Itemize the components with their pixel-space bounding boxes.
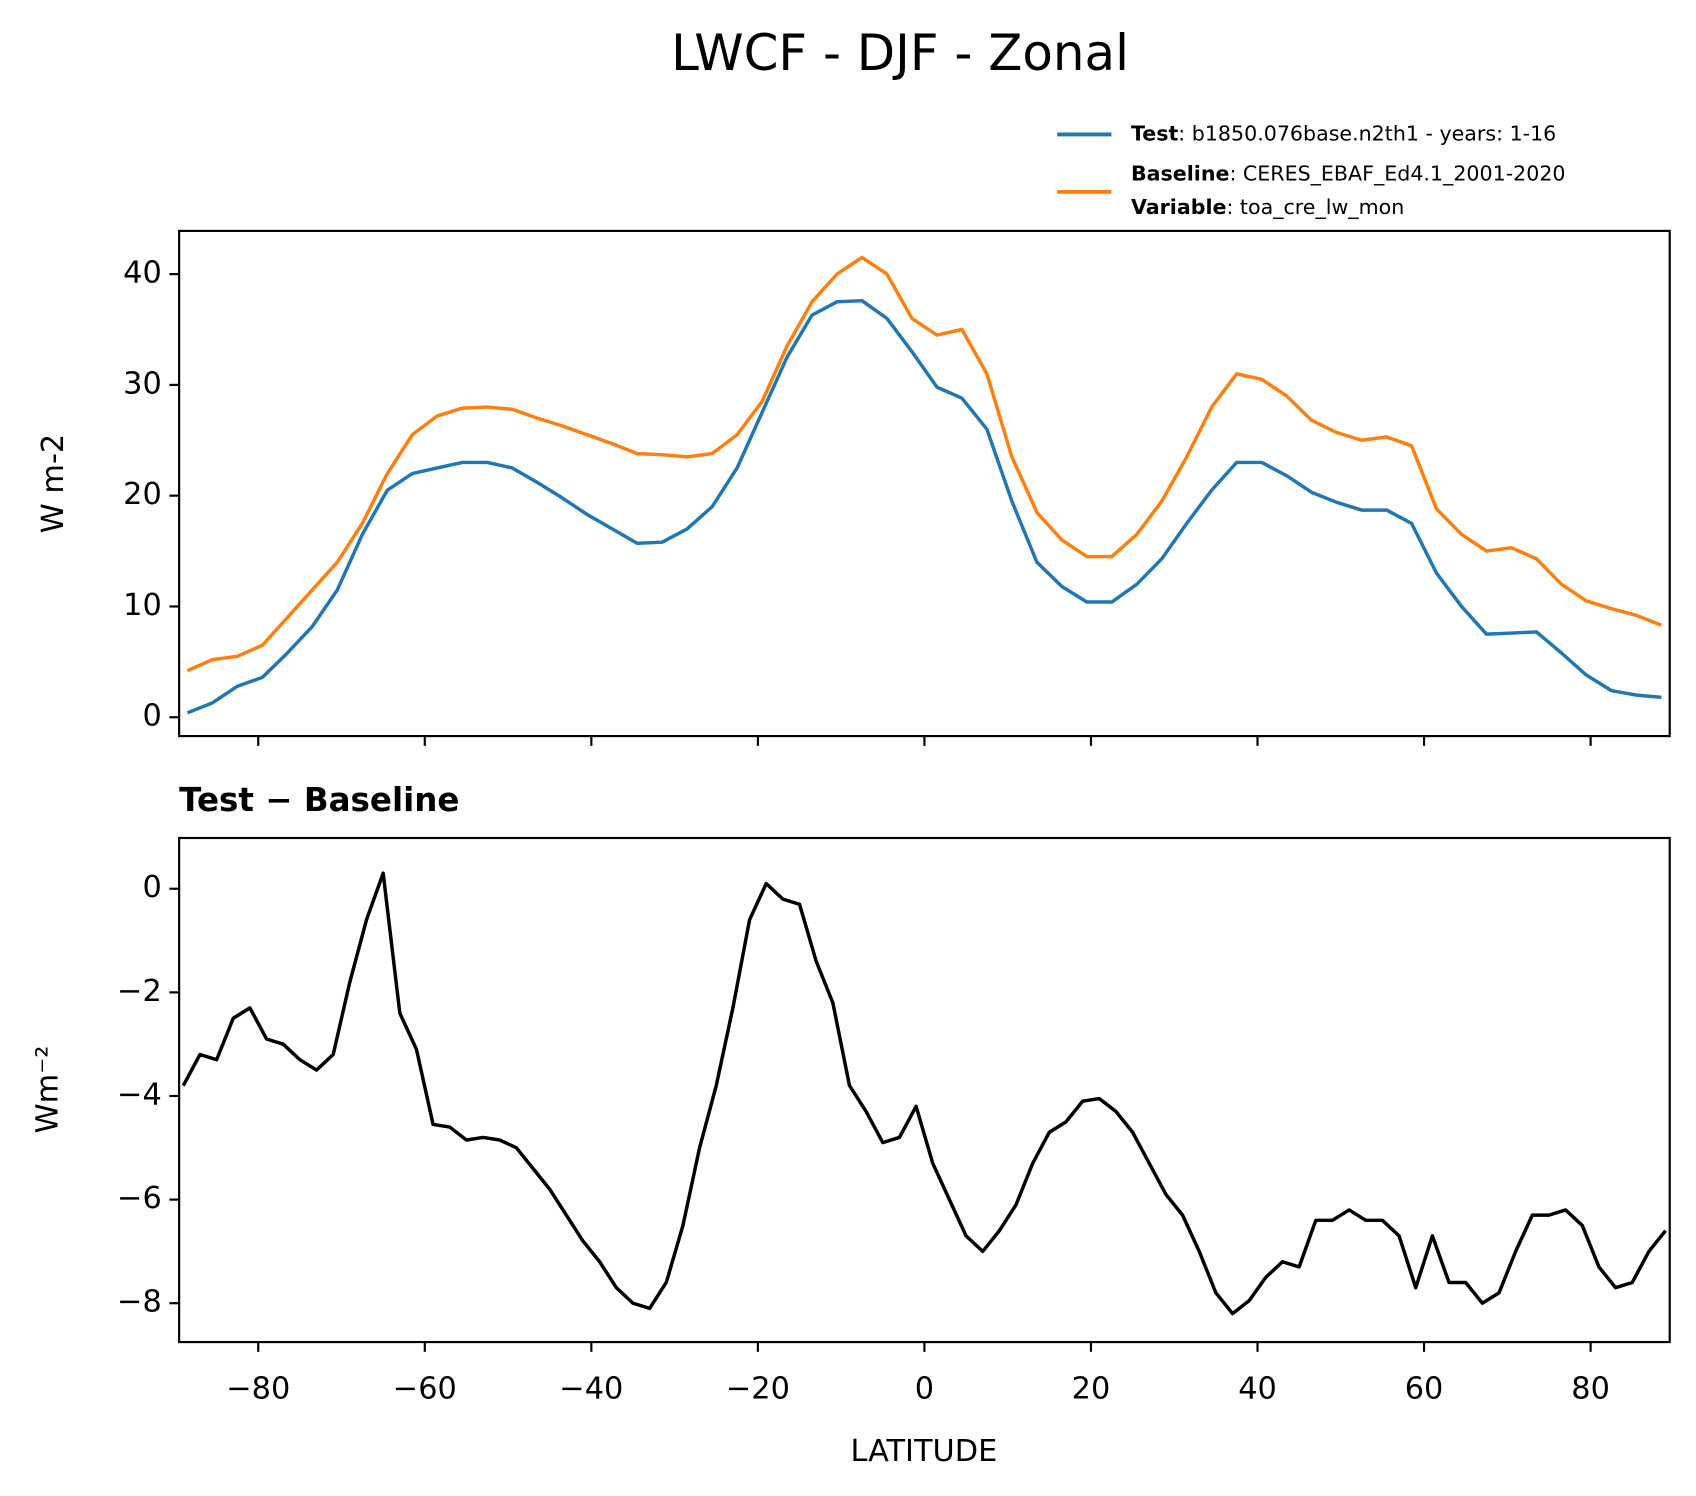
legend-detail: : b1850.076base.n2th1 - years: 1-16 [1178,121,1556,145]
legend-detail: : toa_cre_lw_mon [1226,195,1404,220]
y-tick-label: −4 [117,1077,162,1112]
legend-key: Variable [1131,195,1227,219]
y-tick-label: 40 [123,256,162,291]
y-tick-label: 0 [142,699,161,734]
axes-frame [178,229,1671,738]
subplot-title: Test − Baseline [179,781,459,819]
data-line [181,871,1667,1316]
x-tick-label: −60 [393,1371,457,1406]
y-axis-label: Wm⁻² [31,1046,66,1134]
x-tick-label: −80 [226,1371,290,1406]
legend-key: Test [1131,121,1179,145]
y-tick-label: −8 [117,1285,162,1320]
y-tick-label: 0 [142,870,161,905]
y-tick-label: 10 [123,588,162,623]
data-line [186,298,1662,715]
legend-entry: Test: b1850.076base.n2th1 - years: 1-16 [1131,121,1556,145]
x-tick-label: 0 [915,1371,934,1406]
x-tick-label: 20 [1072,1371,1111,1406]
y-tick-label: −2 [117,974,162,1009]
y-tick-label: −6 [117,1181,162,1216]
x-tick-label: 40 [1238,1371,1277,1406]
axes-frame [178,836,1671,1344]
x-tick-label: 80 [1571,1371,1610,1406]
x-axis-label: LATITUDE [850,1434,997,1469]
legend-key: Baseline [1131,162,1230,186]
figure-title: LWCF - DJF - Zonal [671,24,1129,82]
y-axis-label: W m-2 [36,434,71,533]
legend-entry: Baseline: CERES_EBAF_Ed4.1_2001-2020 [1131,162,1566,187]
y-tick-label: 30 [123,366,162,401]
data-line [186,255,1663,673]
x-tick-label: −40 [559,1371,623,1406]
x-tick-label: −20 [726,1371,790,1406]
x-tick-label: 60 [1405,1371,1444,1406]
y-tick-label: 20 [123,477,162,512]
legend-entry: Variable: toa_cre_lw_mon [1131,195,1404,220]
legend-detail: : CERES_EBAF_Ed4.1_2001-2020 [1229,162,1565,187]
